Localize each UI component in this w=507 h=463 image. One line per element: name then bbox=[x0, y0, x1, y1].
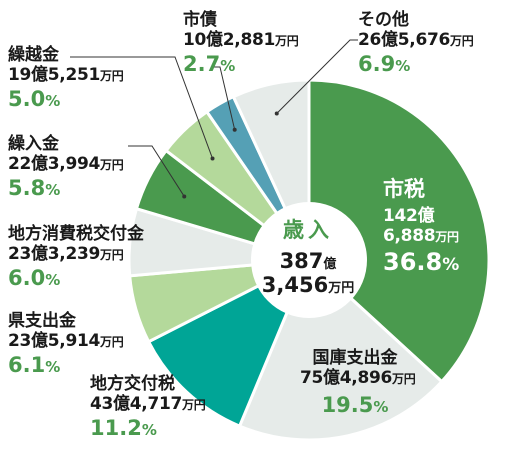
center-title: 歳入 bbox=[283, 218, 333, 242]
label-kokko: 国庫支出金 75億4,896万円 19.5% bbox=[300, 348, 416, 417]
leader-line-5 bbox=[128, 145, 185, 197]
label-ken-shishutsu: 県支出金 23億5,914万円 6.1% bbox=[8, 311, 124, 377]
leader-dot-8 bbox=[274, 111, 279, 116]
pie-slice-0 bbox=[307, 78, 491, 384]
label-kuriire: 繰入金 22億3,994万円 5.8% bbox=[8, 134, 124, 200]
total-man: 3,456万円 bbox=[261, 273, 355, 297]
label-shizei: 市税 142億 6,888万円 36.8% bbox=[383, 177, 460, 276]
center-hole bbox=[251, 202, 367, 318]
pie-slice-1 bbox=[237, 257, 444, 442]
leader-lines bbox=[70, 39, 358, 199]
leader-line-8 bbox=[276, 39, 358, 114]
leader-dot-6 bbox=[210, 156, 215, 161]
label-kurikoshi: 繰越金 19億5,251万円 5.0% bbox=[8, 45, 124, 111]
center-total: 歳入 387億 3,456万円 bbox=[258, 220, 358, 296]
label-chihou-koufuzei: 地方交付税 43億4,717万円 11.2% bbox=[90, 374, 206, 440]
leader-dot-5 bbox=[182, 194, 187, 199]
label-shisai: 市債 10億2,881万円 2.7% bbox=[183, 10, 299, 76]
leader-line-7 bbox=[212, 66, 236, 130]
leader-line-6 bbox=[70, 56, 213, 159]
total-oku: 387億 bbox=[279, 249, 337, 273]
leader-dot-7 bbox=[232, 127, 237, 132]
label-sonota: その他 26億5,676万円 6.9% bbox=[358, 10, 474, 76]
label-chihou-shouhizei: 地方消費税交付金 23億3,239万円 6.0% bbox=[8, 224, 144, 290]
